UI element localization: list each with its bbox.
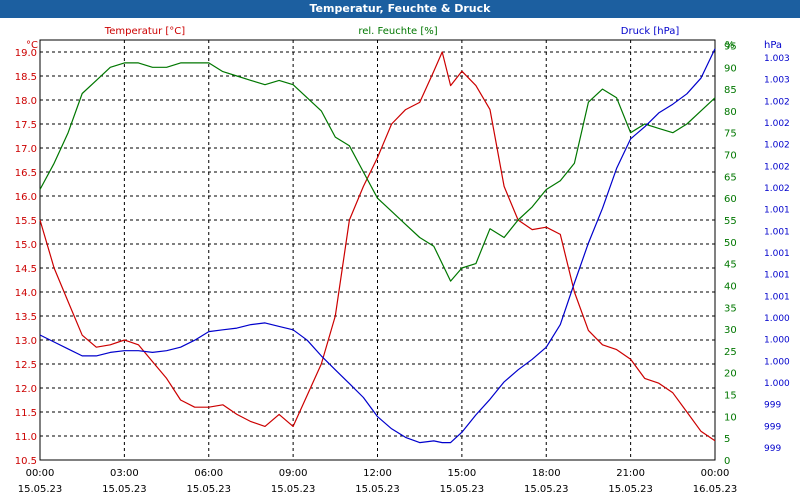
humidity-tick-label: 45 — [724, 260, 737, 271]
x-tick-time: 00:00 — [701, 468, 730, 479]
humidity-tick-label: 25 — [724, 347, 737, 358]
pressure-tick-label: 1.002 — [764, 141, 790, 151]
x-tick-time: 09:00 — [279, 468, 308, 479]
humidity-tick-label: 75 — [724, 129, 737, 140]
x-tick-date: 15.05.23 — [524, 484, 569, 495]
chart-title: Temperatur, Feuchte & Druck — [0, 0, 800, 18]
temperature-tick-label: 10.5 — [15, 456, 37, 467]
pressure-tick-label: 1.001 — [764, 249, 790, 259]
humidity-tick-label: 0 — [724, 456, 730, 467]
humidity-tick-label: 20 — [724, 369, 737, 380]
pressure-unit: hPa — [764, 40, 782, 51]
humidity-tick-label: 90 — [724, 63, 737, 74]
x-tick-date: 15.05.23 — [102, 484, 147, 495]
humidity-tick-label: 80 — [724, 107, 737, 118]
pressure-tick-label: 1.003 — [764, 54, 790, 64]
x-tick-time: 00:00 — [26, 468, 55, 479]
temperature-axis-label: Temperatur [°C] — [104, 26, 185, 37]
humidity-tick-label: 65 — [724, 172, 737, 183]
pressure-tick-label: 1.001 — [764, 206, 790, 216]
chart: 10.5 11.0 11.5 12.0 12.5 13.0 13.5 14.0 14.5 15.0… — [15, 26, 790, 495]
temperature-unit: °C — [26, 40, 38, 51]
x-tick-time: 12:00 — [363, 468, 392, 479]
pressure-tick-label: 1.000 — [764, 379, 790, 389]
humidity-tick-label: 10 — [724, 412, 737, 423]
temperature-tick-label: 13.0 — [15, 336, 37, 347]
humidity-tick-label: 40 — [724, 281, 737, 292]
pressure-tick-label: 999 — [764, 444, 781, 454]
x-tick-date: 15.05.23 — [355, 484, 400, 495]
temperature-tick-label: 16.5 — [15, 168, 37, 179]
humidity-series-line — [39, 62, 716, 282]
humidity-tick-label: 60 — [724, 194, 737, 205]
temperature-tick-label: 12.0 — [15, 384, 37, 395]
pressure-tick-label: 1.000 — [764, 357, 790, 367]
temperature-tick-label: 11.0 — [15, 432, 37, 443]
x-tick-date: 16.05.23 — [693, 484, 738, 495]
x-tick-time: 21:00 — [616, 468, 645, 479]
humidity-tick-label: 95 — [724, 41, 737, 52]
humidity-unit: % — [725, 40, 735, 51]
temperature-tick-label: 15.0 — [15, 240, 37, 251]
x-tick-date: 15.05.23 — [608, 484, 653, 495]
humidity-tick-label: 85 — [724, 85, 737, 96]
x-tick-time: 18:00 — [532, 468, 561, 479]
pressure-tick-label: 1.003 — [764, 76, 790, 86]
temperature-series-line — [39, 51, 716, 442]
pressure-axis-label: Druck [hPa] — [621, 26, 680, 37]
humidity-tick-label: 55 — [724, 216, 737, 227]
pressure-tick-label: 1.000 — [764, 336, 790, 346]
temperature-tick-label: 17.0 — [15, 144, 37, 155]
temperature-tick-label: 17.5 — [15, 120, 37, 131]
pressure-tick-label: 1.002 — [764, 97, 790, 107]
pressure-series-line — [39, 48, 716, 444]
humidity-tick-label: 15 — [724, 391, 737, 402]
temperature-tick-label: 18.0 — [15, 96, 37, 107]
temperature-tick-label: 13.5 — [15, 312, 37, 323]
pressure-tick-label: 999 — [764, 401, 781, 411]
pressure-tick-label: 1.001 — [764, 271, 790, 281]
x-tick-date: 15.05.23 — [271, 484, 316, 495]
temperature-tick-label: 19.0 — [15, 48, 37, 59]
humidity-tick-label: 50 — [724, 238, 737, 249]
temperature-tick-label: 12.5 — [15, 360, 37, 371]
humidity-tick-label: 70 — [724, 151, 737, 162]
series-lines — [39, 48, 716, 444]
pressure-tick-label: 1.000 — [764, 314, 790, 324]
x-tick-time: 15:00 — [447, 468, 476, 479]
pressure-tick-label: 1.001 — [764, 292, 790, 302]
pressure-tick-label: 1.001 — [764, 227, 790, 237]
x-tick-date: 15.05.23 — [440, 484, 485, 495]
x-tick-date: 15.05.23 — [186, 484, 231, 495]
pressure-tick-label: 1.002 — [764, 184, 790, 194]
temperature-tick-label: 11.5 — [15, 408, 37, 419]
temperature-tick-label: 14.5 — [15, 264, 37, 275]
temperature-tick-label: 18.5 — [15, 72, 37, 83]
pressure-tick-label: 999 — [764, 422, 781, 432]
temperature-tick-label: 16.0 — [15, 192, 37, 203]
humidity-tick-label: 5 — [724, 434, 730, 445]
x-tick-time: 06:00 — [194, 468, 223, 479]
pressure-tick-label: 1.002 — [764, 162, 790, 172]
humidity-tick-label: 35 — [724, 303, 737, 314]
grid — [40, 40, 715, 460]
x-tick-date: 15.05.23 — [18, 484, 63, 495]
axes: 10.5 11.0 11.5 12.0 12.5 13.0 13.5 14.0 14.5 15.0… — [15, 41, 790, 495]
x-tick-time: 03:00 — [110, 468, 139, 479]
humidity-tick-label: 30 — [724, 325, 737, 336]
temperature-tick-label: 14.0 — [15, 288, 37, 299]
temperature-tick-label: 15.5 — [15, 216, 37, 227]
humidity-axis-label: rel. Feuchte [%] — [358, 26, 437, 37]
pressure-tick-label: 1.002 — [764, 119, 790, 129]
